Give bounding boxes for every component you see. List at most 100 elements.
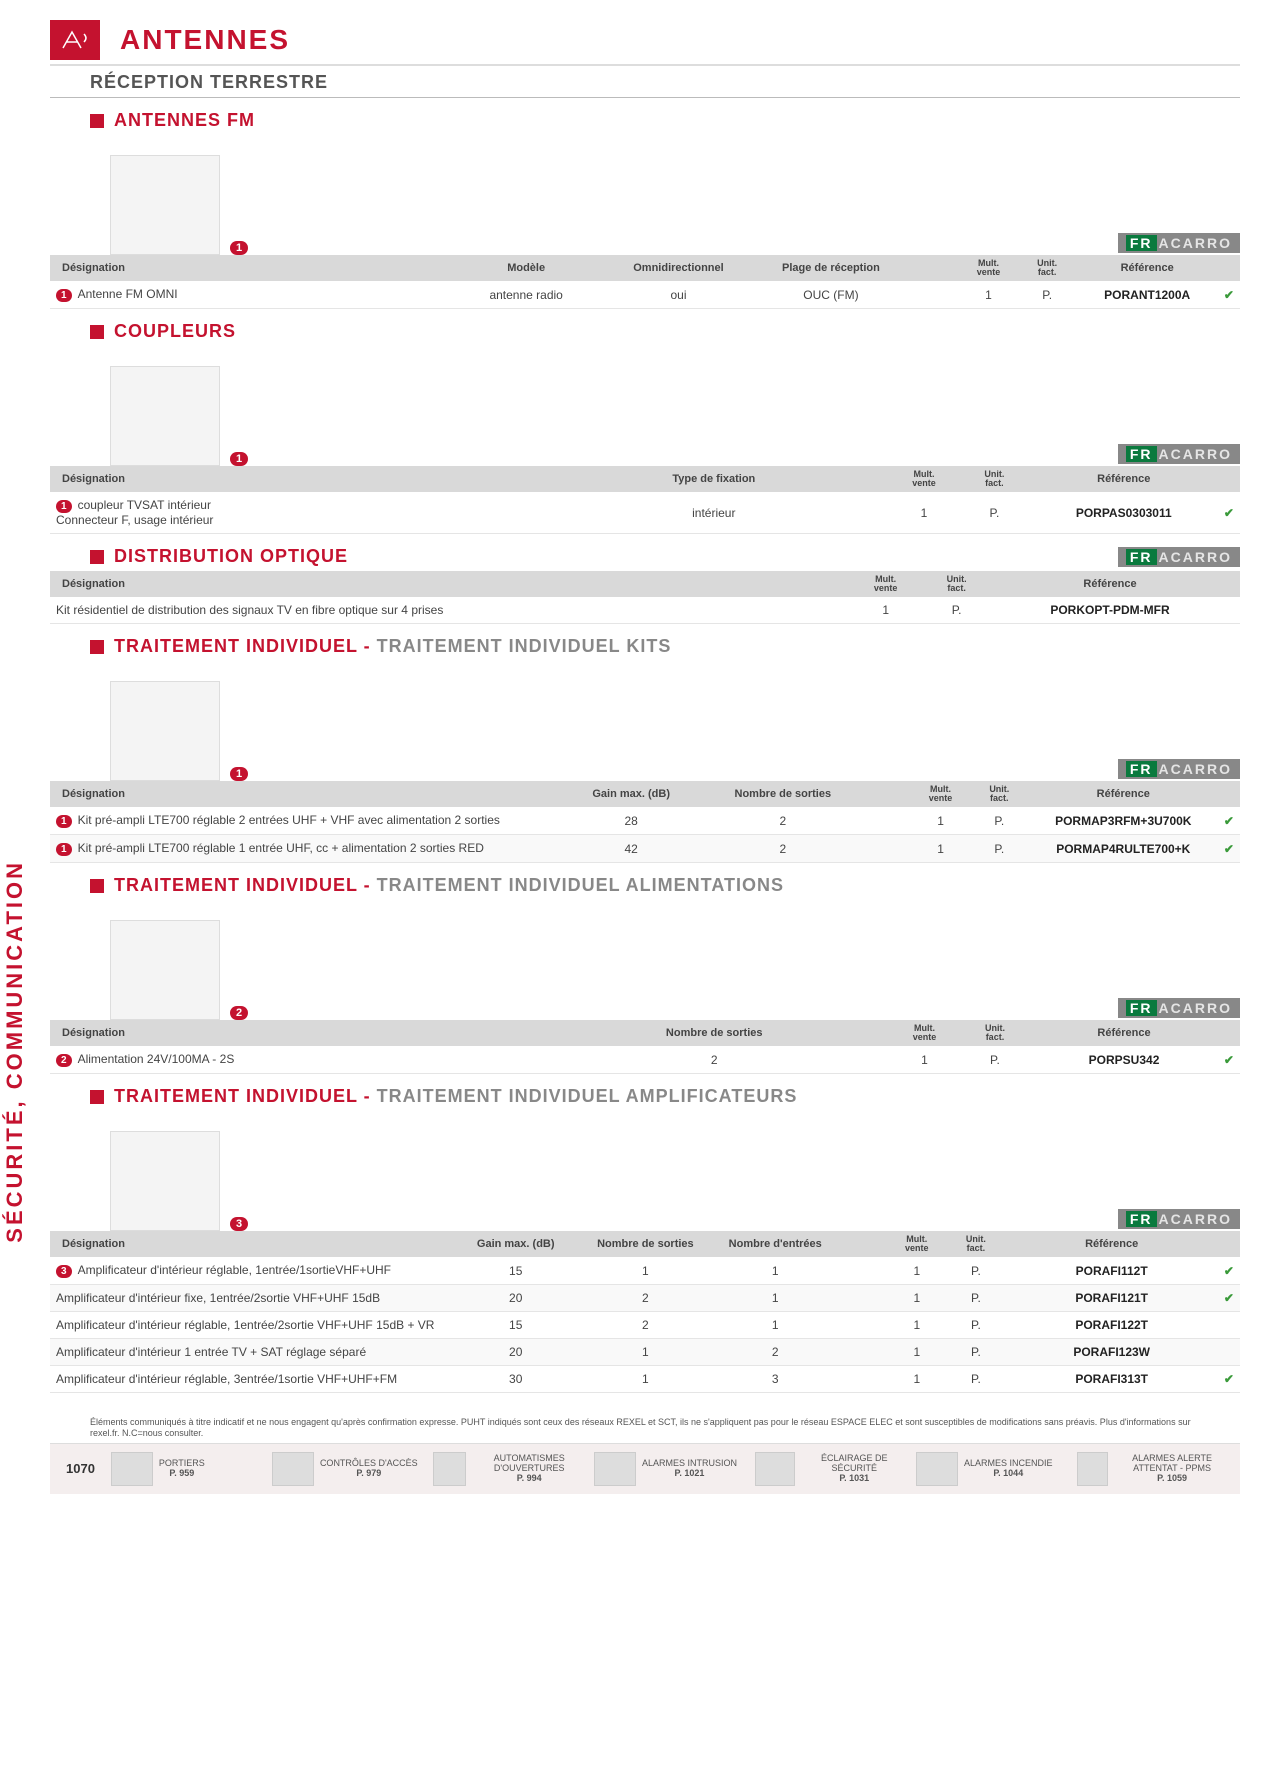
- table-cell: PORPAS0303011: [1030, 492, 1218, 534]
- table-cell: 3: [710, 1366, 840, 1393]
- table-cell: 1: [911, 807, 970, 835]
- designation-text: Amplificateur d'intérieur réglable, 1ent…: [56, 1318, 434, 1332]
- table-cell: P.: [921, 597, 992, 624]
- column-header: Désignation: [50, 781, 561, 807]
- designation-text: Kit résidentiel de distribution des sign…: [56, 603, 443, 617]
- nav-label: ALARMES ALERTE ATTENTAT - PPMSP. 1059: [1114, 1454, 1230, 1484]
- column-header: Nombre d'entrées: [710, 1231, 840, 1257]
- section-title: ANTENNES FM: [114, 110, 255, 131]
- row-index-badge: 3: [56, 1265, 72, 1278]
- brand-logo: FRACARRO: [1118, 444, 1240, 464]
- footer-nav-item[interactable]: CONTRÔLES D'ACCÈSP. 979: [272, 1452, 425, 1486]
- table-cell: 1: [887, 1285, 946, 1312]
- product-image-placeholder: [110, 920, 220, 1020]
- table-cell: [840, 1312, 887, 1339]
- table-cell: ✔: [1218, 1046, 1240, 1074]
- table-cell: [819, 492, 889, 534]
- product-image-area: 1: [50, 661, 1118, 781]
- column-header: [1218, 781, 1240, 807]
- nav-label: ÉCLAIRAGE DE SÉCURITÉP. 1031: [801, 1454, 908, 1484]
- column-header: [1218, 255, 1240, 281]
- table-cell: 1coupleur TVSAT intérieur Connecteur F, …: [50, 492, 609, 534]
- table-cell: P.: [970, 835, 1029, 863]
- table-cell: P.: [946, 1366, 1005, 1393]
- page-subtitle: RÉCEPTION TERRESTRE: [50, 72, 1240, 93]
- table-cell: PORAFI112T: [1005, 1257, 1217, 1285]
- table-row: Amplificateur d'intérieur réglable, 1ent…: [50, 1312, 1240, 1339]
- table-cell: OUC (FM): [749, 281, 912, 309]
- section-marker-icon: [90, 550, 104, 564]
- table-cell: 1: [889, 1046, 960, 1074]
- nav-thumbnail: [433, 1452, 466, 1486]
- table-cell: PORAFI122T: [1005, 1312, 1217, 1339]
- column-header: Nombre de sorties: [609, 1020, 819, 1046]
- table-row: 1coupleur TVSAT intérieur Connecteur F, …: [50, 492, 1240, 534]
- section-title: TRAITEMENT INDIVIDUEL - TRAITEMENT INDIV…: [114, 1086, 797, 1107]
- table-cell: [840, 1257, 887, 1285]
- product-image-placeholder: [110, 1131, 220, 1231]
- brand-logo: FRACARRO: [1118, 233, 1240, 253]
- designation-text: Antenne FM OMNI: [78, 287, 178, 301]
- column-header: Référence: [1005, 1231, 1217, 1257]
- table-cell: [780, 597, 851, 624]
- column-header: Unit.fact.: [1018, 255, 1077, 281]
- table-cell: [840, 1285, 887, 1312]
- section-title: DISTRIBUTION OPTIQUE: [114, 546, 348, 567]
- nav-label: AUTOMATISMES D'OUVERTURESP. 994: [472, 1454, 586, 1484]
- product-image-placeholder: [110, 366, 220, 466]
- column-header: Référence: [1076, 255, 1217, 281]
- section-header-fm: ANTENNES FM: [50, 110, 1240, 131]
- column-header: Désignation: [50, 255, 445, 281]
- footer-nav-item[interactable]: ALARMES INCENDIEP. 1044: [916, 1452, 1069, 1486]
- table-cell: PORAFI313T: [1005, 1366, 1217, 1393]
- column-header: Désignation: [50, 466, 609, 492]
- column-header: Unit.fact.: [970, 781, 1029, 807]
- table-cell: [1228, 597, 1240, 624]
- column-header: Mult.vente: [889, 466, 959, 492]
- table-cell: [840, 1339, 887, 1366]
- table-cell: P.: [946, 1257, 1005, 1285]
- product-image-area: 2: [50, 900, 1118, 1020]
- section-marker-icon: [90, 879, 104, 893]
- row-index-badge: 1: [56, 843, 72, 856]
- table-kits: DésignationGain max. (dB)Nombre de sorti…: [50, 781, 1240, 863]
- table-cell: [1218, 1339, 1240, 1366]
- product-index-badge: 2: [230, 1006, 248, 1020]
- column-header: Désignation: [50, 571, 780, 597]
- table-cell: 2Alimentation 24V/100MA - 2S: [50, 1046, 609, 1074]
- table-cell: ✔: [1218, 1366, 1240, 1393]
- section-header-dist: DISTRIBUTION OPTIQUE FRACARRO: [50, 546, 1240, 567]
- column-header: Type de fixation: [609, 466, 819, 492]
- column-header: [840, 1231, 887, 1257]
- table-alimentations: DésignationNombre de sortiesMult.venteUn…: [50, 1020, 1240, 1074]
- footer-nav-item[interactable]: PORTIERSP. 959: [111, 1452, 264, 1486]
- nav-label: ALARMES INCENDIEP. 1044: [964, 1459, 1053, 1479]
- table-cell: P.: [946, 1339, 1005, 1366]
- table-row: 2Alimentation 24V/100MA - 2S21P.PORPSU34…: [50, 1046, 1240, 1074]
- column-header: [1218, 466, 1240, 492]
- category-icon: [50, 20, 100, 60]
- table-cell: 1: [850, 597, 921, 624]
- table-cell: P.: [970, 807, 1029, 835]
- column-header: Gain max. (dB): [561, 781, 701, 807]
- footer-nav-item[interactable]: ÉCLAIRAGE DE SÉCURITÉP. 1031: [755, 1452, 908, 1486]
- table-row: Amplificateur d'intérieur fixe, 1entrée/…: [50, 1285, 1240, 1312]
- product-image-area: 1: [50, 346, 1118, 466]
- page-number: 1070: [60, 1461, 101, 1476]
- table-cell: PORAFI121T: [1005, 1285, 1217, 1312]
- table-cell: PORAFI123W: [1005, 1339, 1217, 1366]
- footnote-text: Éléments communiqués à titre indicatif e…: [50, 1413, 1240, 1443]
- footer-nav-item[interactable]: ALARMES ALERTE ATTENTAT - PPMSP. 1059: [1077, 1452, 1230, 1486]
- column-header: [865, 781, 912, 807]
- footer-nav-item[interactable]: ALARMES INTRUSIONP. 1021: [594, 1452, 747, 1486]
- section-marker-icon: [90, 114, 104, 128]
- table-antennes-fm: DésignationModèleOmnidirectionnelPlage d…: [50, 255, 1240, 309]
- column-header: Référence: [1029, 781, 1218, 807]
- footer-nav-item[interactable]: AUTOMATISMES D'OUVERTURESP. 994: [433, 1452, 586, 1486]
- column-header: Mult.vente: [887, 1231, 946, 1257]
- footer-nav-strip: 1070 PORTIERSP. 959CONTRÔLES D'ACCÈSP. 9…: [50, 1443, 1240, 1494]
- table-cell: antenne radio: [445, 281, 608, 309]
- table-cell: 1: [580, 1366, 710, 1393]
- table-cell: 3Amplificateur d'intérieur réglable, 1en…: [50, 1257, 451, 1285]
- table-cell: 1: [580, 1257, 710, 1285]
